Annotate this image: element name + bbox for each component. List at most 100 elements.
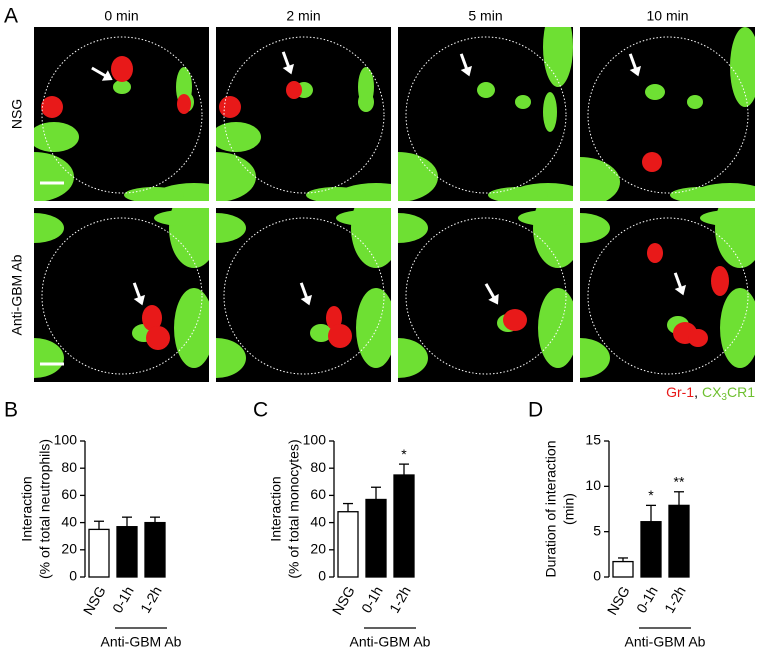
y-axis-label: Interaction xyxy=(268,476,284,541)
legend-green: CX xyxy=(702,384,722,400)
vessel-outline xyxy=(587,217,749,375)
vessel-outline xyxy=(587,36,749,194)
red-cell xyxy=(647,243,663,263)
group-label: Anti-GBM Ab xyxy=(350,634,431,650)
panel-label: D xyxy=(528,399,543,422)
micrograph xyxy=(398,27,573,201)
micrograph-content xyxy=(34,208,209,378)
red-cell xyxy=(328,324,352,348)
green-cell xyxy=(580,157,620,201)
arrow xyxy=(299,282,312,306)
panel-label: A xyxy=(4,5,18,28)
legend-green-sub: 3 xyxy=(721,392,727,403)
x-tick-label: 1-2h xyxy=(137,583,165,615)
green-cell xyxy=(538,288,573,368)
green-cell xyxy=(34,152,74,201)
green-cell xyxy=(336,210,391,226)
x-tick-label: NSG xyxy=(329,583,358,617)
red-cell xyxy=(219,96,241,118)
y-tick-label: 0 xyxy=(593,568,601,584)
red-cell xyxy=(142,305,162,331)
red-cell xyxy=(111,56,133,82)
arrow xyxy=(91,66,113,81)
row-label: Anti-GBM Ab xyxy=(9,254,25,335)
y-axis-label: Duration of interaction xyxy=(543,441,559,578)
arrow-head xyxy=(282,63,294,75)
significance: ** xyxy=(674,473,685,489)
green-cell xyxy=(398,152,438,201)
green-cell xyxy=(34,122,79,152)
arrow xyxy=(132,282,145,306)
red-cell xyxy=(688,329,708,347)
micrograph xyxy=(580,208,755,382)
micrograph-content xyxy=(580,27,755,201)
legend: Gr-1, CX3CR1 xyxy=(666,384,755,403)
y-axis-label: Interaction xyxy=(19,476,35,541)
green-cell xyxy=(216,122,261,152)
arrow xyxy=(673,272,686,296)
green-cell xyxy=(306,187,366,201)
green-cell xyxy=(174,288,209,368)
bar xyxy=(88,528,110,578)
arrow-head xyxy=(101,70,113,81)
time-label: 0 min xyxy=(104,8,138,24)
significance: * xyxy=(648,487,654,503)
green-cell xyxy=(730,27,755,107)
green-cell xyxy=(580,213,610,243)
group-label: Anti-GBM Ab xyxy=(625,634,706,650)
y-tick-label: 80 xyxy=(310,459,326,475)
panel-label: C xyxy=(253,399,268,422)
micrograph-content xyxy=(398,27,573,201)
green-cell xyxy=(543,27,573,87)
micrograph-content xyxy=(216,208,391,378)
group-label: Anti-GBM Ab xyxy=(101,634,182,650)
y-axis-label: (% of total neutrophils) xyxy=(37,439,53,579)
arrow-head xyxy=(460,65,472,77)
bar xyxy=(668,504,690,578)
micrograph xyxy=(34,27,209,201)
arrow-head xyxy=(629,65,641,77)
vessel-outline xyxy=(223,217,385,375)
y-axis-label: (% of total monocytes) xyxy=(286,439,302,578)
arrow xyxy=(281,51,294,75)
x-tick-label: 1-2h xyxy=(386,583,414,615)
micrograph-content xyxy=(580,208,755,378)
arrow-shaft xyxy=(459,53,469,72)
green-cell xyxy=(398,338,428,378)
vessel-outline xyxy=(41,36,203,194)
time-label: 2 min xyxy=(286,8,320,24)
green-cell xyxy=(477,82,495,98)
micrograph xyxy=(216,27,391,201)
y-tick-label: 60 xyxy=(61,486,77,502)
green-cell xyxy=(543,92,557,132)
y-axis-label: (min) xyxy=(561,493,577,525)
x-tick-label: 0-1h xyxy=(633,583,661,615)
y-tick-label: 10 xyxy=(585,477,601,493)
x-tick-label: 1-2h xyxy=(661,583,689,615)
green-cell xyxy=(34,338,64,378)
arrow-head xyxy=(674,284,686,296)
green-cell xyxy=(580,338,610,378)
green-cell xyxy=(670,187,730,201)
micrograph-content xyxy=(216,36,391,201)
vessel-outline xyxy=(405,36,567,194)
time-label: 5 min xyxy=(468,8,502,24)
red-cell xyxy=(642,152,662,172)
time-label: 10 min xyxy=(646,8,688,24)
y-tick-label: 0 xyxy=(69,568,77,584)
green-cell xyxy=(356,288,391,368)
panel-label: B xyxy=(4,399,18,422)
red-cell xyxy=(326,306,342,330)
x-tick-label: 0-1h xyxy=(109,583,137,615)
y-tick-label: 40 xyxy=(310,513,326,529)
arrow xyxy=(484,283,499,305)
y-tick-label: 15 xyxy=(585,432,601,448)
bar xyxy=(365,498,387,578)
arrow xyxy=(459,53,472,77)
red-cell xyxy=(503,309,527,331)
red-cell xyxy=(41,96,63,118)
micrograph xyxy=(216,208,391,382)
green-cell xyxy=(515,95,531,109)
green-cell xyxy=(488,187,548,201)
